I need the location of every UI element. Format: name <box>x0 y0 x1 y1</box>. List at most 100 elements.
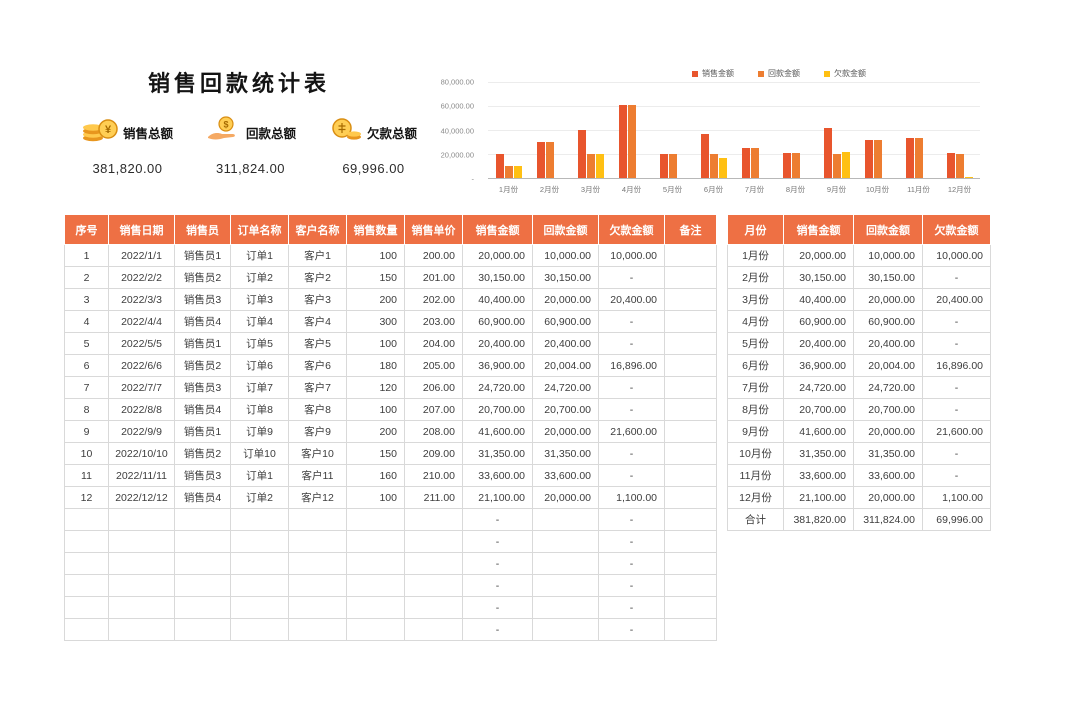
cell[interactable]: 客户7 <box>288 376 347 399</box>
cell[interactable]: 2022/8/8 <box>108 398 175 421</box>
cell[interactable]: - <box>922 442 991 465</box>
cell[interactable]: 33,600.00 <box>532 464 599 487</box>
cell[interactable]: - <box>462 596 533 619</box>
cell[interactable] <box>346 530 405 553</box>
cell[interactable]: - <box>462 574 533 597</box>
cell[interactable]: 10,000.00 <box>853 244 923 267</box>
cell[interactable]: 100 <box>346 398 405 421</box>
cell[interactable]: 21,600.00 <box>598 420 665 443</box>
column-header[interactable]: 欠款金额 <box>922 214 991 245</box>
cell[interactable]: 381,820.00 <box>783 508 854 531</box>
cell[interactable]: 销售员3 <box>174 464 231 487</box>
cell[interactable] <box>230 596 289 619</box>
cell[interactable] <box>230 552 289 575</box>
cell[interactable]: 2 <box>64 266 109 289</box>
cell[interactable]: 10月份 <box>727 442 784 465</box>
cell[interactable]: - <box>922 376 991 399</box>
cell[interactable]: 20,000.00 <box>532 420 599 443</box>
cell[interactable]: 8月份 <box>727 398 784 421</box>
cell[interactable] <box>288 596 347 619</box>
cell[interactable] <box>230 574 289 597</box>
cell[interactable]: 200.00 <box>404 244 463 267</box>
cell[interactable]: 30,150.00 <box>462 266 533 289</box>
cell[interactable]: 24,720.00 <box>853 376 923 399</box>
cell[interactable]: 订单2 <box>230 266 289 289</box>
column-header[interactable]: 订单名称 <box>230 214 289 245</box>
cell[interactable]: 20,004.00 <box>532 354 599 377</box>
cell[interactable]: 2022/7/7 <box>108 376 175 399</box>
cell[interactable]: 16,896.00 <box>922 354 991 377</box>
cell[interactable]: - <box>922 332 991 355</box>
cell[interactable]: 客户3 <box>288 288 347 311</box>
cell[interactable] <box>664 552 717 575</box>
cell[interactable]: 4月份 <box>727 310 784 333</box>
cell[interactable]: 2022/4/4 <box>108 310 175 333</box>
column-header[interactable]: 销售金额 <box>783 214 854 245</box>
cell[interactable] <box>174 508 231 531</box>
cell[interactable] <box>108 508 175 531</box>
cell[interactable]: 210.00 <box>404 464 463 487</box>
cell[interactable] <box>664 354 717 377</box>
cell[interactable] <box>664 486 717 509</box>
cell[interactable] <box>64 508 109 531</box>
cell[interactable] <box>664 266 717 289</box>
cell[interactable] <box>108 574 175 597</box>
cell[interactable]: 11月份 <box>727 464 784 487</box>
cell[interactable]: 20,400.00 <box>598 288 665 311</box>
cell[interactable] <box>108 618 175 641</box>
cell[interactable]: 40,400.00 <box>783 288 854 311</box>
cell[interactable]: 30,150.00 <box>783 266 854 289</box>
cell[interactable]: 21,600.00 <box>922 420 991 443</box>
column-header[interactable]: 回款金额 <box>532 214 599 245</box>
cell[interactable]: - <box>598 310 665 333</box>
cell[interactable]: 150 <box>346 266 405 289</box>
cell[interactable]: - <box>598 508 665 531</box>
cell[interactable]: 11 <box>64 464 109 487</box>
cell[interactable] <box>230 530 289 553</box>
cell[interactable]: - <box>598 530 665 553</box>
cell[interactable]: 31,350.00 <box>532 442 599 465</box>
cell[interactable] <box>532 574 599 597</box>
cell[interactable]: 31,350.00 <box>783 442 854 465</box>
cell[interactable]: 订单10 <box>230 442 289 465</box>
cell[interactable]: 销售员4 <box>174 486 231 509</box>
cell[interactable]: 20,000.00 <box>462 244 533 267</box>
cell[interactable]: 206.00 <box>404 376 463 399</box>
cell[interactable]: 10,000.00 <box>532 244 599 267</box>
cell[interactable] <box>346 596 405 619</box>
cell[interactable]: 客户6 <box>288 354 347 377</box>
cell[interactable] <box>664 332 717 355</box>
cell[interactable]: 1 <box>64 244 109 267</box>
cell[interactable] <box>664 376 717 399</box>
cell[interactable]: 204.00 <box>404 332 463 355</box>
cell[interactable] <box>288 574 347 597</box>
cell[interactable] <box>64 530 109 553</box>
cell[interactable] <box>346 574 405 597</box>
cell[interactable] <box>108 552 175 575</box>
cell[interactable]: 31,350.00 <box>853 442 923 465</box>
column-header[interactable]: 销售日期 <box>108 214 175 245</box>
cell[interactable] <box>664 442 717 465</box>
cell[interactable]: - <box>598 574 665 597</box>
cell[interactable]: 销售员3 <box>174 288 231 311</box>
cell[interactable]: - <box>922 464 991 487</box>
cell[interactable]: 21,100.00 <box>462 486 533 509</box>
cell[interactable]: 订单1 <box>230 244 289 267</box>
cell[interactable]: 销售员2 <box>174 266 231 289</box>
cell[interactable] <box>108 530 175 553</box>
cell[interactable]: - <box>922 310 991 333</box>
cell[interactable] <box>64 596 109 619</box>
cell[interactable] <box>288 530 347 553</box>
cell[interactable]: 销售员2 <box>174 354 231 377</box>
cell[interactable]: 33,600.00 <box>853 464 923 487</box>
cell[interactable] <box>664 398 717 421</box>
cell[interactable]: 120 <box>346 376 405 399</box>
cell[interactable] <box>664 574 717 597</box>
cell[interactable]: 207.00 <box>404 398 463 421</box>
column-header[interactable]: 回款金额 <box>853 214 923 245</box>
cell[interactable] <box>404 574 463 597</box>
cell[interactable]: 40,400.00 <box>462 288 533 311</box>
cell[interactable]: 5 <box>64 332 109 355</box>
cell[interactable]: - <box>462 552 533 575</box>
cell[interactable]: - <box>922 398 991 421</box>
